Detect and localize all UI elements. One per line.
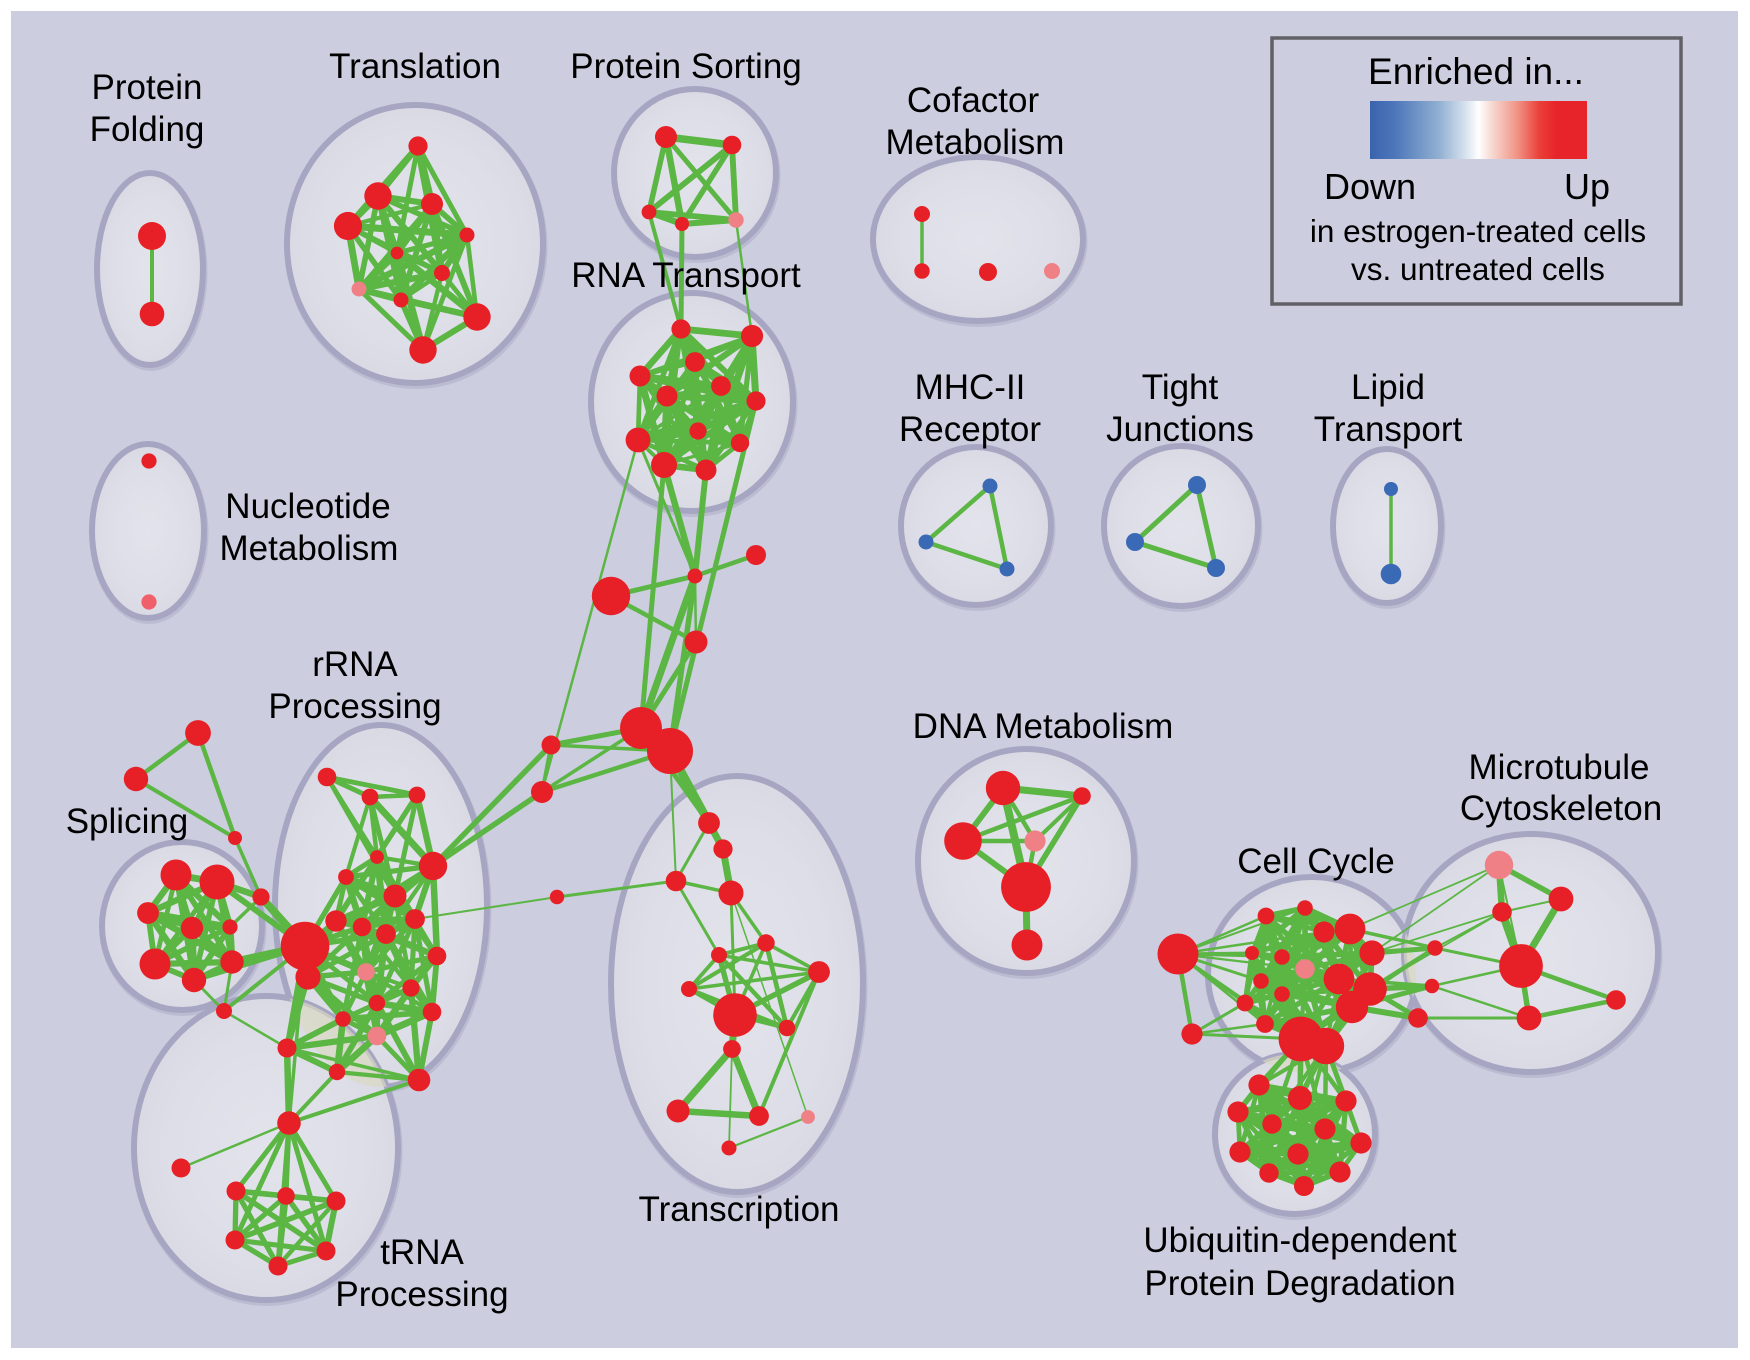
svg-text:tRNA: tRNA bbox=[380, 1233, 464, 1272]
svg-text:Metabolism: Metabolism bbox=[220, 529, 399, 568]
svg-text:rRNA: rRNA bbox=[312, 645, 398, 684]
svg-text:Cytoskeleton: Cytoskeleton bbox=[1460, 789, 1662, 828]
svg-text:Metabolism: Metabolism bbox=[886, 123, 1065, 162]
svg-text:Processing: Processing bbox=[335, 1275, 508, 1314]
svg-text:in estrogen-treated cells: in estrogen-treated cells bbox=[1310, 213, 1646, 249]
svg-text:Splicing: Splicing bbox=[66, 802, 189, 841]
svg-text:Junctions: Junctions bbox=[1106, 410, 1254, 449]
svg-text:Receptor: Receptor bbox=[899, 410, 1041, 449]
svg-text:Enriched in...: Enriched in... bbox=[1368, 51, 1584, 92]
svg-text:Up: Up bbox=[1564, 166, 1610, 207]
svg-text:Protein: Protein bbox=[92, 68, 203, 107]
svg-text:Tight: Tight bbox=[1142, 368, 1219, 407]
svg-text:Nucleotide: Nucleotide bbox=[225, 487, 390, 526]
svg-text:Cell Cycle: Cell Cycle bbox=[1237, 842, 1395, 881]
svg-text:MHC-II: MHC-II bbox=[915, 368, 1026, 407]
svg-text:Down: Down bbox=[1324, 166, 1416, 207]
svg-text:DNA Metabolism: DNA Metabolism bbox=[913, 707, 1174, 746]
svg-text:Protein Degradation: Protein Degradation bbox=[1144, 1264, 1455, 1303]
svg-text:Transport: Transport bbox=[1314, 410, 1463, 449]
svg-text:Protein Sorting: Protein Sorting bbox=[570, 47, 802, 86]
svg-text:Ubiquitin-dependent: Ubiquitin-dependent bbox=[1143, 1221, 1457, 1260]
svg-text:RNA Transport: RNA Transport bbox=[571, 256, 801, 295]
svg-text:Cofactor: Cofactor bbox=[907, 81, 1040, 120]
svg-text:Microtubule: Microtubule bbox=[1469, 748, 1650, 787]
svg-text:Processing: Processing bbox=[268, 687, 441, 726]
svg-text:Transcription: Transcription bbox=[639, 1190, 840, 1229]
svg-text:Translation: Translation bbox=[329, 47, 501, 86]
svg-text:vs. untreated cells: vs. untreated cells bbox=[1351, 251, 1605, 287]
svg-text:Lipid: Lipid bbox=[1351, 368, 1425, 407]
svg-text:Folding: Folding bbox=[90, 110, 205, 149]
